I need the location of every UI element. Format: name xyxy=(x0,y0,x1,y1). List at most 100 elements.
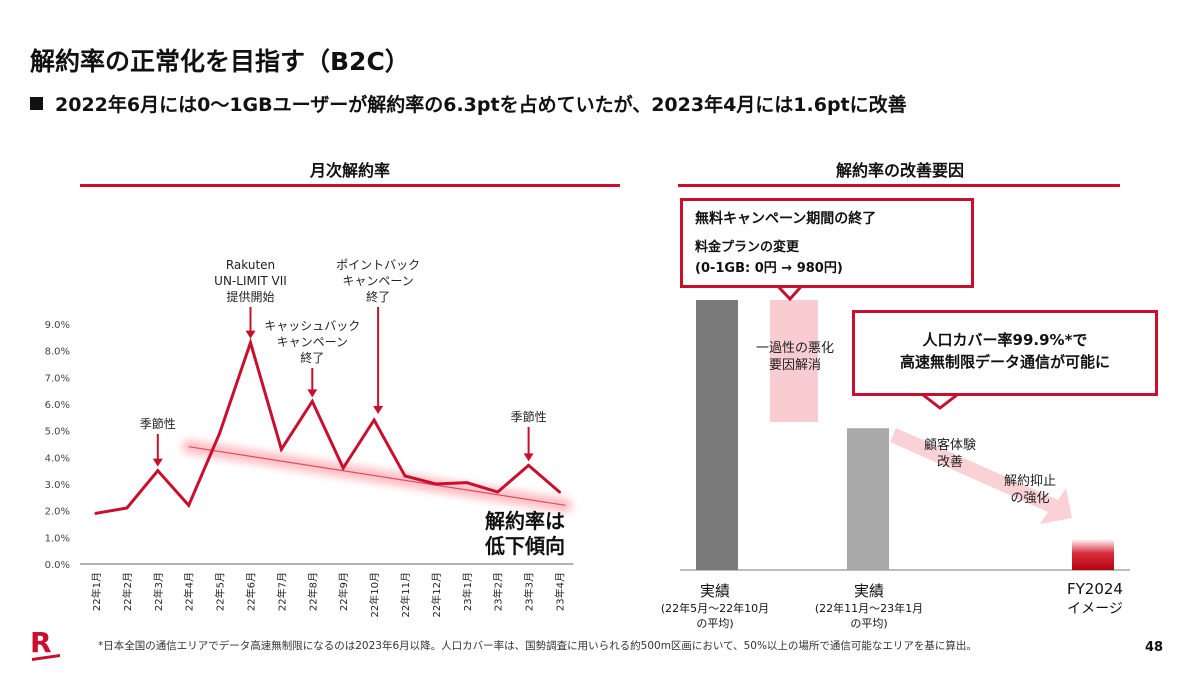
churn-data-point xyxy=(156,469,160,473)
y-tick-label: 3.0% xyxy=(45,480,70,491)
y-tick-label: 7.0% xyxy=(45,373,70,384)
churn-data-point xyxy=(465,481,469,485)
x-tick-label: 22年3月 xyxy=(152,572,165,611)
churn-line1: 解約抑止 xyxy=(1003,474,1056,489)
churn-data-point xyxy=(558,490,561,494)
headline-text: 2022年6月には0～1GBユーザーが解約率の6.3ptを占めていたが、2023… xyxy=(55,94,907,116)
churn-data-point xyxy=(434,482,438,486)
x-tick-label: 22年10月 xyxy=(368,572,381,617)
x-tick-label: 22年12月 xyxy=(430,572,443,617)
y-tick-label: 0.0% xyxy=(45,560,70,571)
bar-3 xyxy=(1072,538,1114,570)
x-tick-label: 23年4月 xyxy=(554,572,567,611)
annotation-points-text: キャンペーン xyxy=(342,274,413,288)
annotation-points-arrowhead xyxy=(373,406,384,414)
plan-change-detail: (0-1GB: 0円 → 980円) xyxy=(695,261,843,276)
y-tick-label: 4.0% xyxy=(45,453,70,464)
rakuten-logo: R xyxy=(30,628,64,662)
churn-data-point xyxy=(94,511,98,515)
churn-factor-bar-chart xyxy=(680,276,1130,571)
right-panel-divider xyxy=(678,184,1120,187)
coverage-box: 人口カバー率99.9%*で 高速無制限データ通信が可能に xyxy=(852,310,1158,396)
cx-line2: 改善 xyxy=(936,455,963,470)
y-tick-label: 5.0% xyxy=(45,427,70,438)
annotation-unlimit-text: UN-LIMIT VII xyxy=(214,274,287,288)
bar-label-3-title: FY2024 xyxy=(1067,580,1123,598)
x-tick-label: 23年1月 xyxy=(461,572,474,611)
cx-line1: 顧客体験 xyxy=(923,438,976,453)
bar-label-2: 実績 (22年11月～23年1月 の平均) xyxy=(794,580,944,631)
x-tick-label: 22年4月 xyxy=(183,572,196,611)
annotation-points-text: 終了 xyxy=(366,289,390,304)
annotation-seasonal-2-arrowhead xyxy=(523,453,534,462)
churn-data-point xyxy=(372,418,376,422)
annotation-seasonal-2-text: 季節性 xyxy=(511,409,547,424)
one-time-factor-block xyxy=(770,300,818,422)
churn-data-point xyxy=(125,506,129,510)
cx-improvement-callout: 顧客体験 改善 xyxy=(900,437,1000,471)
slide-title: 解約率の正常化を目指す（B2C） xyxy=(30,47,410,76)
x-tick-label: 22年9月 xyxy=(337,572,350,611)
annotation-points-text: ポイントバック xyxy=(336,258,420,272)
churn-data-point xyxy=(218,431,222,435)
trend-label: 解約率は 低下傾向 xyxy=(470,509,580,559)
churn-data-point xyxy=(496,490,500,494)
annotation-unlimit-text: 提供開始 xyxy=(226,289,274,304)
trend-line xyxy=(188,446,566,506)
annotation-cashback-arrowhead xyxy=(307,389,318,398)
coverage-line1: 人口カバー率99.9%*で xyxy=(922,331,1088,349)
trend-label-line2: 低下傾向 xyxy=(485,534,565,558)
y-tick-label: 1.0% xyxy=(45,533,70,544)
bar-label-1: 実績 (22年5月～22年10月 の平均) xyxy=(640,580,790,631)
churn-data-point xyxy=(187,503,191,507)
churn-prevention-callout: 解約抑止 の強化 xyxy=(980,473,1080,507)
churn-line2: の強化 xyxy=(1010,491,1050,506)
y-tick-label: 9.0% xyxy=(45,320,70,331)
bar-label-2-title: 実績 xyxy=(853,582,884,600)
x-tick-label: 22年8月 xyxy=(306,572,319,611)
annotation-seasonal-1-arrowhead xyxy=(152,458,163,467)
churn-data-point xyxy=(527,463,531,467)
trend-label-line1: 解約率は xyxy=(485,509,565,533)
one-time-line1: 一過性の悪化 xyxy=(755,341,834,356)
bar-label-2-sub1: (22年11月～23年1月 xyxy=(814,602,924,615)
annotation-seasonal-1-text: 季節性 xyxy=(140,416,176,431)
x-tick-label: 22年5月 xyxy=(214,572,227,611)
bar-label-2-sub2: の平均) xyxy=(850,617,888,630)
improvement-arrow xyxy=(890,428,1072,524)
footnote: *日本全国の通信エリアでデータ高速無制限になるのは2023年6月以降。人口カバー… xyxy=(98,640,977,652)
x-tick-label: 22年11月 xyxy=(399,572,412,617)
campaign-end-box: 無料キャンペーン期間の終了 料金プランの変更 (0-1GB: 0円 → 980円… xyxy=(680,198,974,288)
coverage-line2: 高速無制限データ通信が可能に xyxy=(899,353,1110,371)
annotation-unlimit-text: Rakuten xyxy=(226,258,275,272)
annotation-unlimit-arrowhead xyxy=(245,330,256,339)
churn-series-line xyxy=(95,337,561,515)
x-tick-label: 22年2月 xyxy=(121,572,134,611)
y-tick-label: 6.0% xyxy=(45,400,70,411)
churn-data-point xyxy=(279,447,283,451)
bar-label-3: FY2024 イメージ xyxy=(1040,580,1150,618)
x-tick-label: 22年7月 xyxy=(275,572,288,611)
bar-label-1-sub1: (22年5月～22年10月 xyxy=(660,602,770,615)
page-number: 48 xyxy=(1145,640,1164,655)
bar-label-1-title: 実績 xyxy=(699,582,730,600)
x-tick-label: 23年3月 xyxy=(523,572,536,611)
x-tick-label: 23年2月 xyxy=(492,572,505,611)
churn-data-point xyxy=(310,399,314,403)
right-panel-title: 解約率の改善要因 xyxy=(835,161,964,180)
monthly-churn-line-chart: 0.0% 1.0% 2.0% 3.0% 4.0% 5.0% 6.0% 7.0% 8.0% 9.0%… xyxy=(45,258,574,617)
y-tick-label: 2.0% xyxy=(45,507,70,518)
one-time-line2: 要因解消 xyxy=(768,358,821,373)
bar-2 xyxy=(847,428,889,570)
left-panel-divider xyxy=(80,184,620,187)
annotation-cashback-text: キャッシュバック xyxy=(264,319,360,333)
bullet-square-icon xyxy=(30,97,43,110)
one-time-factor-callout: 一過性の悪化 要因解消 xyxy=(740,340,850,374)
rakuten-logo-letter: R xyxy=(30,626,52,659)
campaign-end-text: 無料キャンペーン期間の終了 xyxy=(695,211,877,227)
annotation-cashback-text: キャンペーン xyxy=(277,335,348,349)
bar-label-3-sub: イメージ xyxy=(1067,601,1123,617)
headline: 2022年6月には0～1GBユーザーが解約率の6.3ptを占めていたが、2023… xyxy=(30,90,907,117)
churn-data-point xyxy=(249,341,252,345)
